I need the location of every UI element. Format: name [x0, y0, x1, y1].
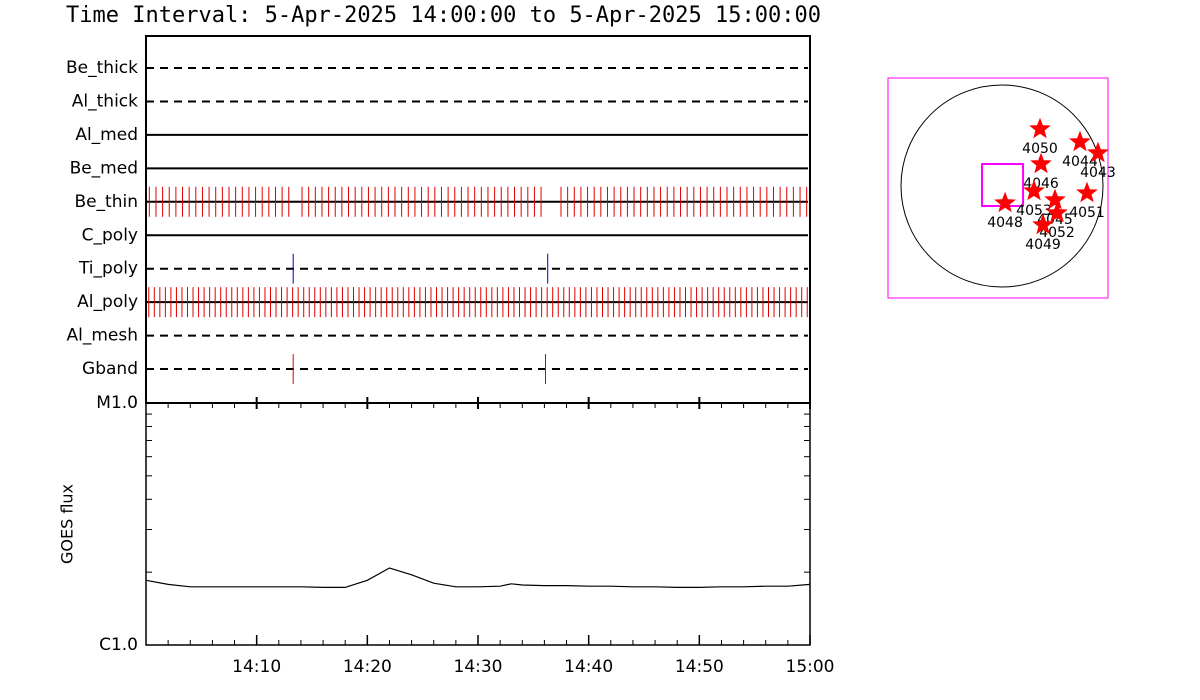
region-label: 4044: [1062, 154, 1098, 170]
filter-label: Gband: [82, 359, 138, 379]
filter-label: Be_thin: [74, 192, 138, 212]
active-region: [994, 191, 1016, 213]
y-tick-label: M1.0: [96, 393, 138, 413]
active-region: [1023, 179, 1045, 201]
filter-label: Al_mesh: [66, 326, 138, 346]
active-region: [1076, 181, 1098, 203]
region-label: 4043: [1080, 165, 1116, 181]
x-tick-label: 14:30: [454, 657, 503, 677]
y-tick-label: C1.0: [99, 635, 138, 655]
map-frame: [887, 77, 1109, 299]
x-tick-label: 14:50: [675, 657, 724, 677]
x-tick-label: 15:00: [786, 657, 835, 677]
filter-panel: [145, 35, 811, 404]
active-region: [1069, 130, 1091, 152]
active-region: [1087, 141, 1109, 163]
active-region: [1046, 201, 1068, 223]
solar-disk: [900, 84, 1104, 288]
filter-label: Be_thick: [66, 58, 138, 78]
goes-panel: [145, 402, 811, 646]
filter-label: Be_med: [70, 158, 138, 178]
goes-curve: [145, 567, 811, 589]
active-region: [1029, 117, 1051, 139]
filter-label: Al_thick: [72, 91, 138, 111]
filter-label: Ti_poly: [78, 259, 138, 279]
x-tick-label: 14:40: [564, 657, 613, 677]
filter-label: Al_poly: [77, 292, 138, 312]
filter-label: C_poly: [82, 225, 138, 245]
region-label: 4048: [987, 215, 1023, 231]
region-label: 4050: [1022, 141, 1058, 157]
filter-label: Al_med: [75, 125, 138, 145]
active-region: [1044, 188, 1066, 210]
x-tick-label: 14:20: [343, 657, 392, 677]
y-axis-label: GOES flux: [58, 484, 77, 564]
active-region: [1030, 152, 1052, 174]
region-label: 4049: [1025, 237, 1061, 253]
region-label: 4051: [1069, 205, 1105, 221]
active-region: [1032, 213, 1054, 235]
x-tick-label: 14:10: [232, 657, 281, 677]
title: Time Interval: 5-Apr-2025 14:00:00 to 5-…: [66, 3, 821, 28]
